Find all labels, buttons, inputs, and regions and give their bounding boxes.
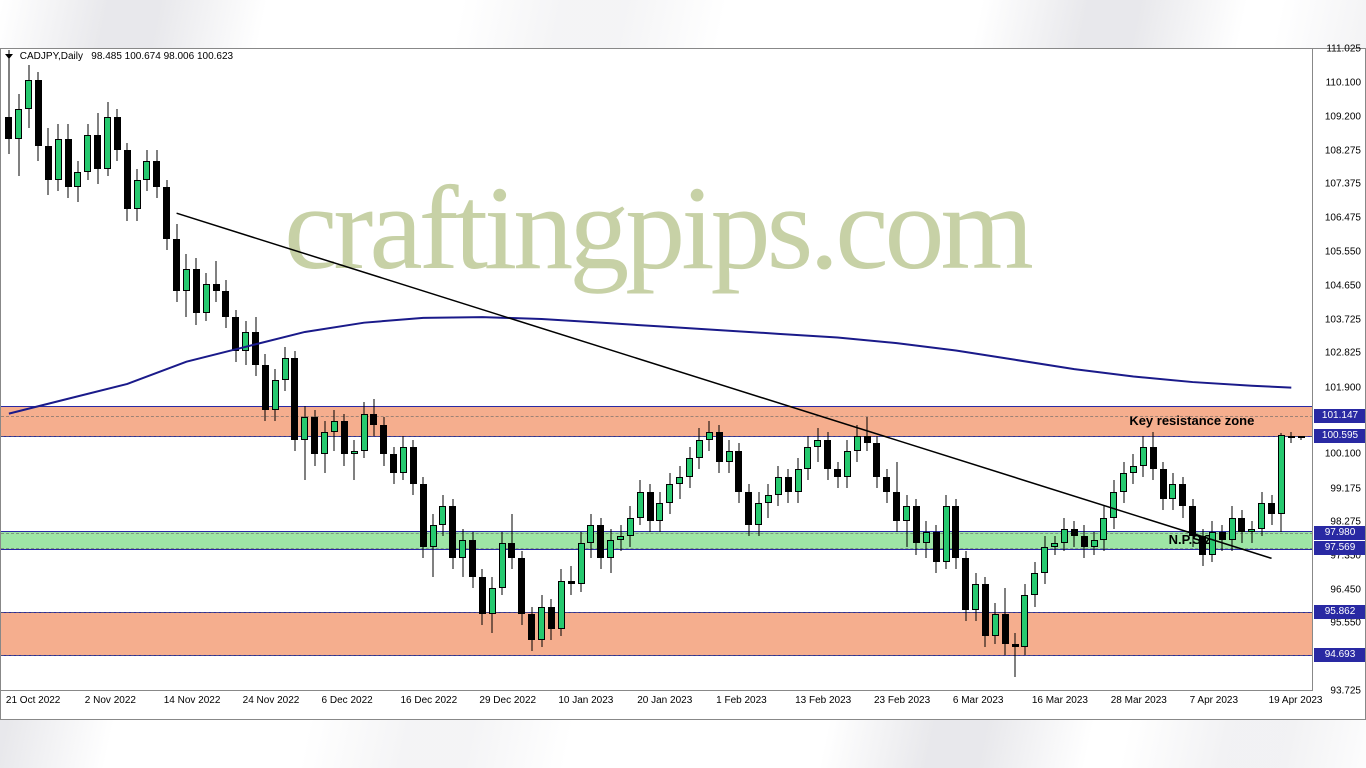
chart-window: CADJPY,Daily 98.485 100.674 98.006 100.6… [0,48,1366,720]
y-tick-label: 104.650 [1325,280,1361,291]
x-tick-label: 13 Feb 2023 [795,695,851,706]
y-tick-label: 108.275 [1325,146,1361,157]
x-tick-label: 19 Apr 2023 [1269,695,1323,706]
y-tick-label: 99.175 [1330,483,1361,494]
y-tick-label: 100.100 [1325,449,1361,460]
x-tick-label: 28 Mar 2023 [1111,695,1167,706]
y-tick-label: 101.900 [1325,382,1361,393]
trendline [177,213,1272,558]
dropdown-icon[interactable] [5,54,13,59]
x-tick-label: 7 Apr 2023 [1190,695,1238,706]
y-tick-label: 109.200 [1325,111,1361,122]
y-tick-label: 96.450 [1330,584,1361,595]
y-tick-label: 95.550 [1330,618,1361,629]
symbol-ohlc-label: CADJPY,Daily 98.485 100.674 98.006 100.6… [5,51,233,62]
x-tick-label: 1 Feb 2023 [716,695,767,706]
price-flag: 94.693 [1314,648,1365,662]
x-tick-label: 2 Nov 2022 [85,695,136,706]
symbol-title: CADJPY,Daily [20,51,83,62]
x-axis: 21 Oct 2022 2 Nov 2022 14 Nov 2022 24 Nov 2… [1,690,1313,719]
x-tick-label: 10 Jan 2023 [558,695,613,706]
price-flag: 97.980 [1314,526,1365,540]
x-tick-label: 6 Dec 2022 [322,695,373,706]
x-tick-label: 21 Oct 2022 [6,695,60,706]
overlay-lines [1,49,1313,691]
y-tick-label: 102.825 [1325,348,1361,359]
y-tick-label: 93.725 [1330,686,1361,697]
x-tick-label: 20 Jan 2023 [637,695,692,706]
y-tick-label: 105.550 [1325,247,1361,258]
plot-area[interactable]: craftingpips.com Key resistance zoneN.P.… [1,49,1313,691]
price-flag: 100.595 [1314,429,1365,443]
y-tick-label: 107.375 [1325,179,1361,190]
x-tick-label: 16 Dec 2022 [400,695,457,706]
price-flag: 95.862 [1314,605,1365,619]
x-tick-label: 29 Dec 2022 [479,695,536,706]
y-axis: 111.025110.100109.200108.275107.375106.4… [1312,49,1365,691]
x-tick-label: 23 Feb 2023 [874,695,930,706]
y-tick-label: 106.475 [1325,212,1361,223]
x-tick-label: 14 Nov 2022 [164,695,221,706]
x-tick-label: 16 Mar 2023 [1032,695,1088,706]
ohlc-values: 98.485 100.674 98.006 100.623 [91,51,233,62]
x-tick-label: 6 Mar 2023 [953,695,1004,706]
y-tick-label: 103.725 [1325,314,1361,325]
price-flag: 97.569 [1314,541,1365,555]
x-tick-label: 24 Nov 2022 [243,695,300,706]
y-tick-label: 111.025 [1326,44,1361,55]
y-tick-label: 110.100 [1326,78,1361,89]
price-flag: 101.147 [1314,409,1365,423]
moving-average-line [9,317,1291,413]
